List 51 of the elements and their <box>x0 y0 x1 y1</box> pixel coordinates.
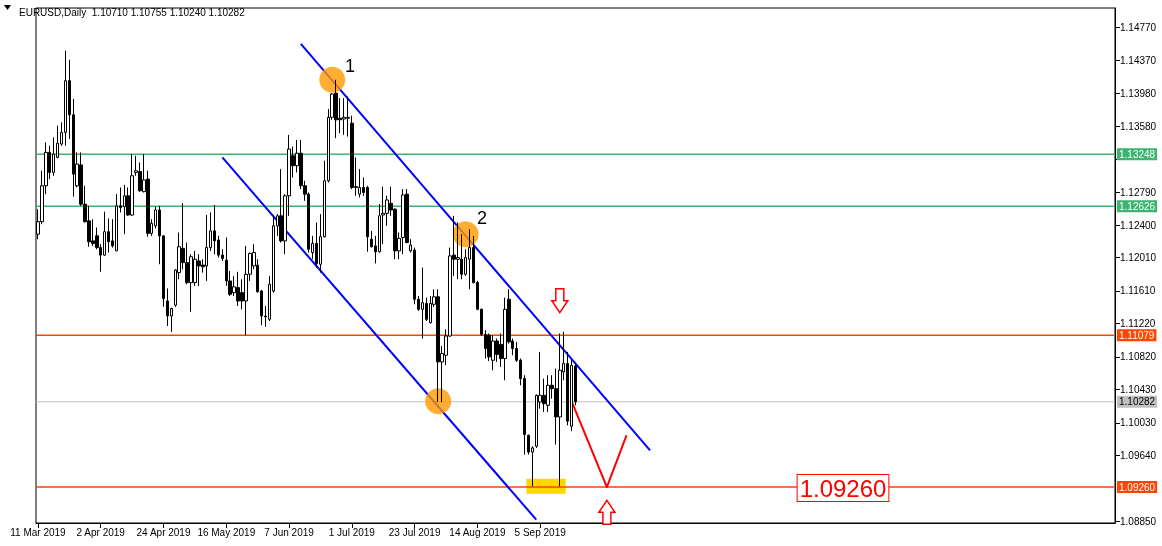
candlestick <box>468 228 471 290</box>
chart-title: EURUSD,Daily 1.10710 1.10755 1.10240 1.10282 <box>19 6 246 18</box>
candlestick <box>123 184 126 235</box>
y-tick-label: 1.14370 <box>1120 55 1157 67</box>
ref-line-label: 1.09260 <box>1119 481 1156 493</box>
ref-line-label: 1.11079 <box>1119 329 1155 341</box>
ref-line-label: 1.12626 <box>1119 200 1156 212</box>
x-tick-label: 11 Mar 2019 <box>10 526 67 538</box>
y-tick-label: 1.11610 <box>1120 285 1156 297</box>
y-tick-label: 1.11220 <box>1120 318 1156 330</box>
x-tick-label: 24 Apr 2019 <box>136 526 191 538</box>
annotation: 1 <box>344 56 356 76</box>
candlestick <box>244 245 248 336</box>
y-tick-label: 1.12790 <box>1120 186 1157 198</box>
candlestick <box>64 50 67 147</box>
ref-line-label: 1.10282 <box>1119 396 1156 408</box>
candlestick <box>334 79 338 139</box>
candlestick <box>401 188 405 255</box>
y-tick-label: 1.12400 <box>1120 219 1157 231</box>
y-tick-label: 1.10030 <box>1120 417 1157 429</box>
candlestick <box>236 271 240 307</box>
y-tick-label: 1.10430 <box>1120 383 1157 395</box>
y-tick-label: 1.09640 <box>1120 449 1157 461</box>
candlestick <box>130 153 134 217</box>
candlestick <box>197 253 201 287</box>
x-tick-label: 14 Aug 2019 <box>449 526 506 538</box>
candlestick <box>205 214 208 282</box>
y-tick-label: 1.08850 <box>1120 515 1157 527</box>
candlestick <box>421 267 424 340</box>
y-tick-label: 1.14770 <box>1120 21 1157 33</box>
annotation: 1.09260 <box>799 474 887 502</box>
y-tick-label: 1.13980 <box>1120 87 1157 99</box>
candlestick <box>546 374 550 413</box>
candlestick <box>558 333 562 487</box>
x-tick-label: 23 Jul 2019 <box>388 526 441 538</box>
candlestick <box>436 288 440 403</box>
point <box>319 66 346 93</box>
x-tick-label: 7 Jun 2019 <box>264 526 315 538</box>
y-tick-label: 1.13580 <box>1120 121 1157 133</box>
annotation: 2 <box>476 208 488 228</box>
y-tick-label: 1.10820 <box>1120 351 1157 363</box>
candlestick <box>342 97 346 136</box>
x-tick-label: 1 Jul 2019 <box>328 526 376 538</box>
candlestick <box>491 334 495 371</box>
point <box>425 388 452 415</box>
ref-line-label: 1.13248 <box>1119 148 1156 160</box>
x-tick-label: 2 Apr 2019 <box>76 526 126 538</box>
candlestick <box>213 204 216 255</box>
y-tick-label: 1.12010 <box>1120 252 1157 264</box>
x-tick-label: 16 May 2019 <box>197 526 256 538</box>
x-tick-label: 5 Sep 2019 <box>514 526 567 538</box>
